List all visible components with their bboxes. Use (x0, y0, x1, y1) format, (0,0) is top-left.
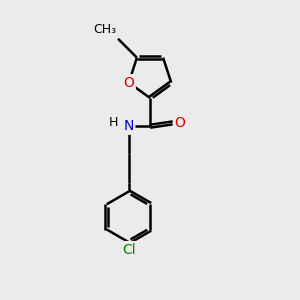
Text: O: O (123, 76, 134, 90)
Text: O: O (174, 116, 185, 130)
Text: CH₃: CH₃ (93, 23, 116, 36)
Text: Cl: Cl (122, 243, 135, 256)
Text: H: H (109, 116, 118, 129)
Text: N: N (123, 119, 134, 133)
